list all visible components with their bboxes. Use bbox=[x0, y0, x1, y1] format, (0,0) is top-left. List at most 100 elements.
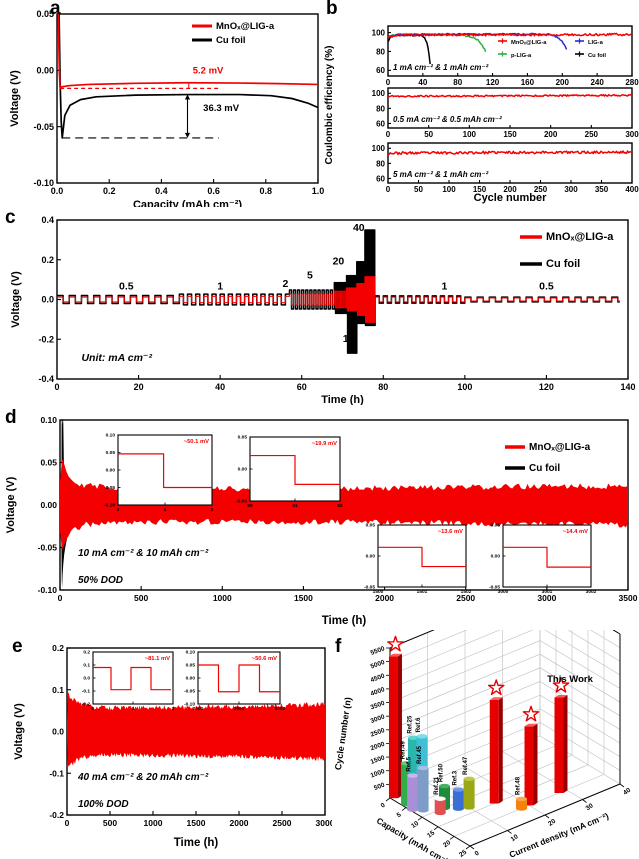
unit-note: Unit: mA cm⁻² bbox=[81, 352, 152, 364]
x-tick-label: 500 bbox=[103, 818, 117, 828]
comparison-bar bbox=[407, 775, 419, 810]
comparison-bar bbox=[463, 778, 475, 808]
y-tick-label: 0.05 bbox=[366, 523, 376, 529]
y-tick-label: 0.1 bbox=[83, 663, 90, 669]
comparison-bar-top bbox=[417, 765, 429, 771]
cap-tick-label: 5 bbox=[396, 811, 403, 819]
cur-tick-label: 20 bbox=[547, 818, 557, 828]
y-tick-label: 0.05 bbox=[40, 458, 57, 468]
rate-label: 5 bbox=[307, 270, 313, 282]
legend-label: MnOₓ@LIG-a bbox=[511, 40, 547, 46]
chart-line bbox=[539, 640, 621, 689]
z-tick-label: 4500 bbox=[370, 672, 386, 684]
condition-label: 10 mA cm⁻² & 10 mAh cm⁻² bbox=[78, 548, 209, 559]
comparison-bar bbox=[489, 699, 499, 804]
chart-line bbox=[544, 630, 621, 676]
x-tick-label: 100 bbox=[463, 130, 477, 139]
chart-line bbox=[612, 630, 621, 635]
panel-d-chart: 0 500 1000 1500 2000 2500 3000 35000.100.050.00… bbox=[5, 415, 638, 627]
y-tick-label: -0.2 bbox=[38, 334, 54, 344]
x-tick-label: 300 bbox=[625, 130, 639, 139]
chart-path bbox=[563, 694, 568, 793]
chart-line bbox=[464, 766, 546, 816]
z-tick-label: 2000 bbox=[370, 741, 386, 753]
comparison-bar-top bbox=[408, 735, 419, 740]
y-tick-label: 80 bbox=[376, 159, 385, 168]
x-axis-title: Time (h) bbox=[174, 837, 219, 849]
y-axis-title: Voltage (V) bbox=[9, 70, 21, 127]
chart-line bbox=[544, 814, 550, 819]
cur-tick-label: 0 bbox=[474, 850, 481, 858]
z-tick-label: 2500 bbox=[370, 727, 386, 739]
x-tick-label: 1501 bbox=[417, 589, 428, 595]
condition-label: 5 mA cm⁻² & 1 mAh cm⁻² bbox=[393, 170, 489, 179]
panel-c: c 0 20 40 60 80 100 120 140 0.4 0.2 0.0 -0.2 -0.4 Tim… bbox=[0, 207, 639, 405]
chart-path bbox=[387, 150, 633, 156]
chart-line bbox=[507, 830, 512, 834]
x-tick-label: 120 bbox=[486, 78, 500, 87]
chart-line bbox=[401, 807, 407, 811]
x-tick-label: 20 bbox=[134, 382, 144, 392]
chart-path bbox=[60, 458, 628, 550]
overpotential-label: ~13.6 mV bbox=[438, 529, 463, 535]
overpotential-label: ~19.9 mV bbox=[312, 441, 337, 447]
y-tick-label: -0.10 bbox=[104, 503, 115, 509]
ref-label: Ref.49 bbox=[401, 741, 407, 760]
x-tick-label: 1 bbox=[132, 706, 135, 712]
x-tick-label: 3002 bbox=[586, 589, 597, 595]
panel-letter-b: b bbox=[326, 0, 338, 19]
x-tick-label: 140 bbox=[620, 382, 635, 392]
x-tick-label: 0 bbox=[386, 130, 391, 139]
chart-path bbox=[184, 132, 191, 138]
y-tick-label: 0.05 bbox=[186, 663, 196, 669]
legend-label: p-LIG-a bbox=[511, 53, 532, 59]
x-tick-label: 3000 bbox=[537, 593, 556, 603]
overpotential-label: ~50.6 mV bbox=[252, 656, 277, 662]
chart-path bbox=[67, 692, 325, 767]
y-tick-label: -0.10 bbox=[33, 178, 54, 188]
chart-path bbox=[57, 229, 620, 354]
x-tick-label: 2000 bbox=[230, 818, 249, 828]
y-tick-label: 100 bbox=[372, 144, 386, 153]
chart-path bbox=[387, 93, 633, 98]
chart-path bbox=[387, 635, 404, 652]
chart-path bbox=[388, 653, 402, 657]
chart-path bbox=[57, 276, 620, 323]
y-tick-label: 0.2 bbox=[41, 255, 54, 265]
y-tick-label: -0.05 bbox=[184, 689, 195, 695]
chart-path bbox=[524, 723, 538, 727]
ref-label: Ref.47 bbox=[463, 756, 469, 775]
y-tick-label: -0.2 bbox=[82, 702, 91, 708]
annotation: 5.2 mV bbox=[193, 66, 224, 77]
y-axis-title: Current density (mA cm⁻²) bbox=[508, 811, 610, 859]
chart-path bbox=[489, 697, 503, 700]
y-tick-label: -0.05 bbox=[104, 485, 115, 491]
y-tick-label: 80 bbox=[376, 47, 385, 56]
x-tick-label: 120 bbox=[539, 382, 554, 392]
comparison-bar bbox=[452, 789, 464, 809]
x-tick-label: 0 bbox=[54, 382, 59, 392]
x-tick-label: 1 bbox=[164, 507, 167, 513]
y-tick-label: 0.10 bbox=[186, 650, 196, 656]
y-tick-label: 0.05 bbox=[106, 450, 116, 456]
rate-label: 1 bbox=[442, 281, 448, 293]
chart-path bbox=[58, 13, 319, 139]
y-tick-label: -0.10 bbox=[184, 702, 195, 708]
legend-label: Cu foil bbox=[529, 463, 560, 474]
y-tick-label: 100 bbox=[372, 89, 386, 98]
z-tick-label: 4000 bbox=[370, 686, 386, 698]
chart-line bbox=[539, 735, 621, 785]
legend-label: MnOₓ@LIG-a bbox=[529, 442, 591, 453]
comparison-bar-top bbox=[416, 734, 428, 739]
x-tick-label: 1500 bbox=[294, 593, 313, 603]
x-tick-label: 52 bbox=[337, 503, 343, 509]
chart-path bbox=[503, 546, 591, 568]
x-tick-label: 1000 bbox=[144, 818, 163, 828]
y-tick-label: 0.05 bbox=[36, 9, 54, 19]
x-tick-label: 40 bbox=[418, 78, 427, 87]
rate-label: 1 bbox=[217, 281, 223, 293]
chart-line bbox=[539, 667, 621, 717]
x-tick-label: 1500 bbox=[187, 818, 206, 828]
x-tick-label: 0.6 bbox=[207, 186, 220, 196]
